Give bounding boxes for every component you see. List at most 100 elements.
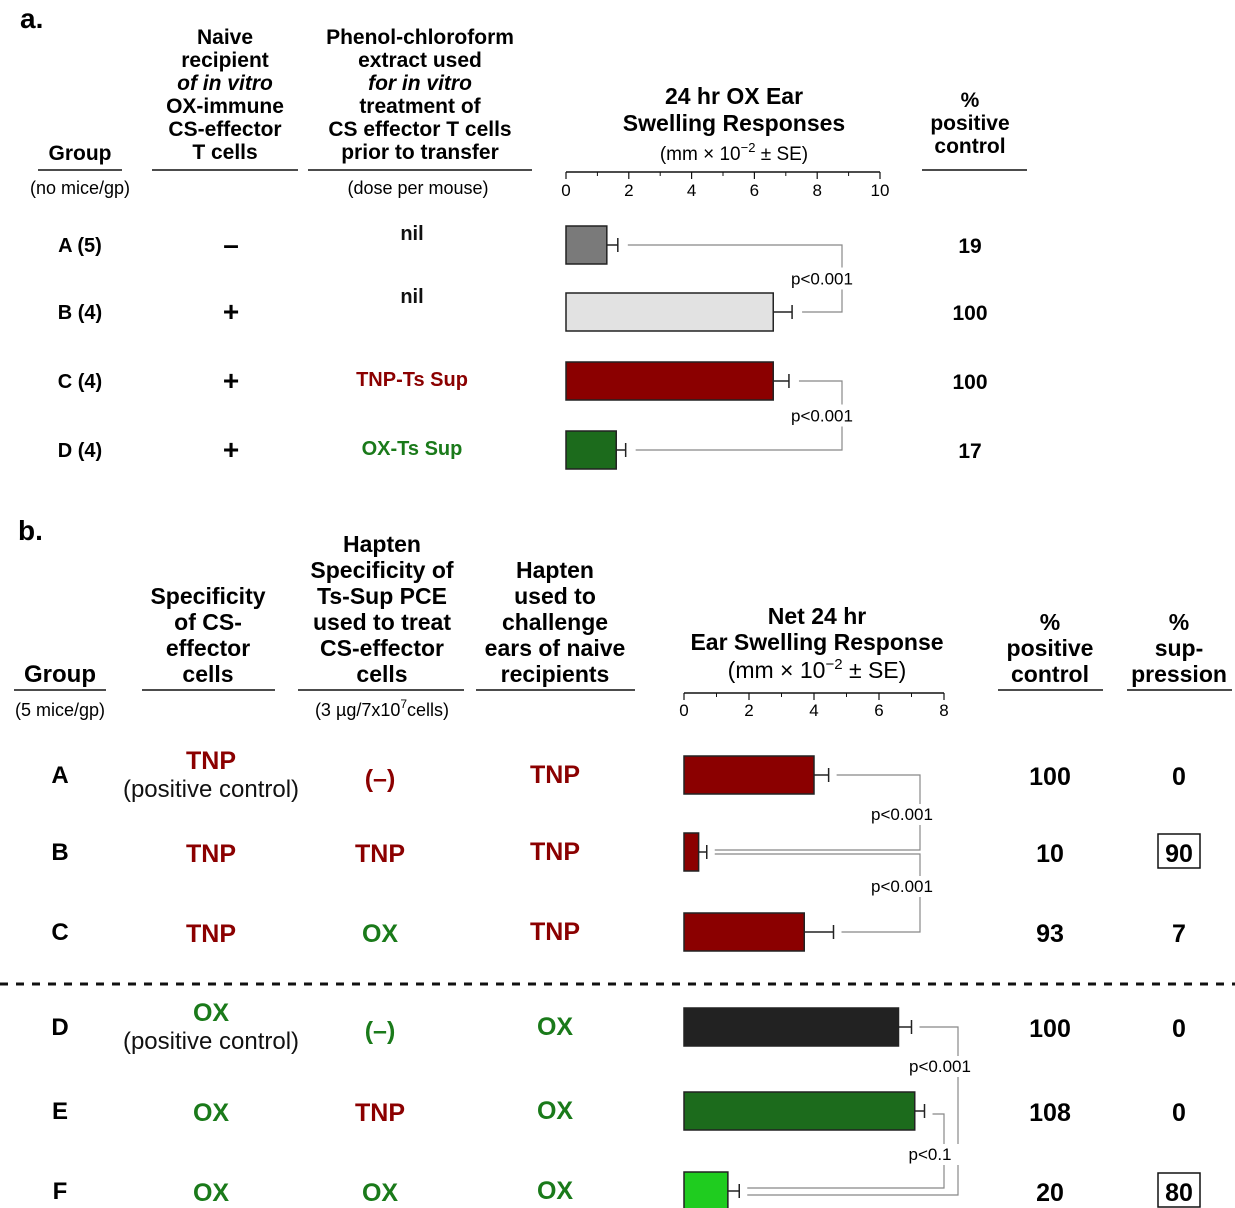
a-units-post: ± SE) xyxy=(755,144,808,165)
b-hapten-spec-label: OX xyxy=(362,1179,398,1207)
b-pvalue-label: p<0.001 xyxy=(871,805,933,824)
a-recipient-line-5: CS-effector xyxy=(168,118,281,141)
a-x-tick-label: 2 xyxy=(624,181,633,200)
b-hapten-spec-label: TNP xyxy=(355,1099,405,1127)
b-pct-line-1: % xyxy=(1040,609,1060,635)
a-extract-label: OX-Ts Sup xyxy=(362,438,463,460)
b-spec-line-1: Specificity xyxy=(150,583,265,609)
b-x-tick-label: 2 xyxy=(744,701,753,720)
a-extract-label: TNP-Ts Sup xyxy=(356,369,468,391)
b-units-exp: −2 xyxy=(825,656,842,673)
a-chart-title-1: 24 hr OX Ear xyxy=(665,83,803,109)
a-recipient-line-6: T cells xyxy=(192,141,257,164)
a-pct-value: 100 xyxy=(952,371,987,394)
b-bar xyxy=(683,832,700,872)
a-pct-line-1: % xyxy=(961,89,980,112)
b-pct-value: 108 xyxy=(1029,1099,1071,1127)
a-x-tick-label: 8 xyxy=(812,181,821,200)
a-bar xyxy=(565,292,774,332)
b-hapten-spec-label: OX xyxy=(362,920,398,948)
b-hspec-line-5: CS-effector xyxy=(320,635,444,661)
b-positive-control-note: (positive control) xyxy=(123,776,299,803)
b-suppression-value: 90 xyxy=(1165,840,1193,868)
b-specificity-header: Specificity of CS- effector cells xyxy=(150,583,265,687)
b-hspec-line-3: Ts-Sup PCE xyxy=(317,583,447,609)
b-hspec-sub-pre: (3 µg/7x10 xyxy=(315,700,400,720)
a-group-label: B (4) xyxy=(58,302,102,324)
b-group-label: F xyxy=(53,1178,68,1205)
a-pvalue-backdrop xyxy=(788,404,860,427)
a-x-tick-label: 4 xyxy=(687,181,696,200)
a-pct-line-2: positive xyxy=(930,112,1009,135)
b-suppression-value: 7 xyxy=(1172,920,1186,948)
b-bar xyxy=(683,1007,900,1047)
a-recipient-sign: + xyxy=(223,296,239,327)
a-x-tick-label: 10 xyxy=(871,181,890,200)
b-units-pre: (mm × 10 xyxy=(728,657,826,683)
a-bar xyxy=(565,361,774,401)
b-bar xyxy=(683,912,805,952)
b-challenge-label: OX xyxy=(537,1097,573,1125)
a-pct-value: 100 xyxy=(952,302,987,325)
a-recipient-sign: – xyxy=(223,229,239,260)
b-supp-line-2: sup- xyxy=(1155,635,1204,661)
b-hspec-line-6: cells xyxy=(356,661,407,687)
b-hapten-spec-label: TNP xyxy=(355,840,405,868)
b-challenge-header: Hapten used to challenge ears of naive r… xyxy=(485,557,626,687)
a-bar xyxy=(565,430,617,470)
b-chart-units: (mm × 10−2 ± SE) xyxy=(728,656,907,683)
a-recipient-sign: + xyxy=(223,434,239,465)
a-recipient-line-4: OX-immune xyxy=(166,95,284,118)
b-spec-line-3: effector xyxy=(166,635,250,661)
b-pvalue-backdrop xyxy=(866,876,938,897)
a-extract-subheader: (dose per mouse) xyxy=(347,178,488,198)
b-pvalue-label: p<0.001 xyxy=(871,877,933,896)
b-suppression-box xyxy=(1157,1172,1201,1208)
panel-a-label: a. xyxy=(20,3,43,34)
b-group-header: Group xyxy=(24,661,96,688)
b-hspec-line-4: used to treat xyxy=(313,609,451,635)
b-spec-line-2: of CS- xyxy=(174,609,242,635)
b-x-tick-label: 8 xyxy=(939,701,948,720)
a-group-label: C (4) xyxy=(58,371,102,393)
a-extract-line-2: extract used xyxy=(358,49,482,72)
a-group-header: Group xyxy=(49,142,112,165)
b-specificity-label: OX xyxy=(193,1099,229,1127)
b-hapten-spec-label: (–) xyxy=(365,765,396,793)
a-recipient-line-2: recipient xyxy=(181,49,269,72)
b-suppression-value: 80 xyxy=(1165,1179,1193,1207)
a-group-subheader: (no mice/gp) xyxy=(30,178,130,198)
a-units-exp: −2 xyxy=(741,140,756,155)
panel-b: b. Group (5 mice/gp) Specificity of CS- … xyxy=(0,515,1235,1208)
b-chal-line-2: used to xyxy=(514,583,596,609)
a-group-label: D (4) xyxy=(58,440,102,462)
b-supp-line-3: pression xyxy=(1131,661,1227,687)
b-suppression-value: 0 xyxy=(1172,1099,1186,1127)
b-pct-value: 20 xyxy=(1036,1179,1064,1207)
a-pct-value: 19 xyxy=(958,235,981,258)
b-pct-value: 100 xyxy=(1029,1015,1071,1043)
b-chal-line-1: Hapten xyxy=(516,557,594,583)
b-pvalue-label: p<0.001 xyxy=(909,1057,971,1076)
b-challenge-label: OX xyxy=(537,1013,573,1041)
b-pvalue-backdrop xyxy=(894,1144,966,1165)
b-suppression-value: 0 xyxy=(1172,763,1186,791)
b-supp-line-1: % xyxy=(1169,609,1189,635)
a-x-tick-label: 6 xyxy=(750,181,759,200)
b-comparison-bracket xyxy=(747,1026,959,1196)
a-units-pre: (mm × 10 xyxy=(660,144,741,165)
a-recipient-sign: + xyxy=(223,365,239,396)
a-pvalue-label: p<0.001 xyxy=(791,407,853,426)
b-chart-title-1: Net 24 hr xyxy=(768,603,866,629)
b-pct-value: 93 xyxy=(1036,920,1064,948)
a-x-tick-label: 0 xyxy=(561,181,570,200)
b-pct-header: % positive control xyxy=(1007,609,1094,687)
b-chart-title-2: Ear Swelling Response xyxy=(690,629,943,655)
a-pvalue-backdrop xyxy=(788,267,860,290)
b-bar xyxy=(683,1091,916,1131)
b-challenge-label: OX xyxy=(537,1177,573,1205)
a-extract-header: Phenol-chloroform extract used for in vi… xyxy=(326,26,514,164)
b-pct-value: 100 xyxy=(1029,763,1071,791)
a-extract-label: nil xyxy=(400,223,423,245)
